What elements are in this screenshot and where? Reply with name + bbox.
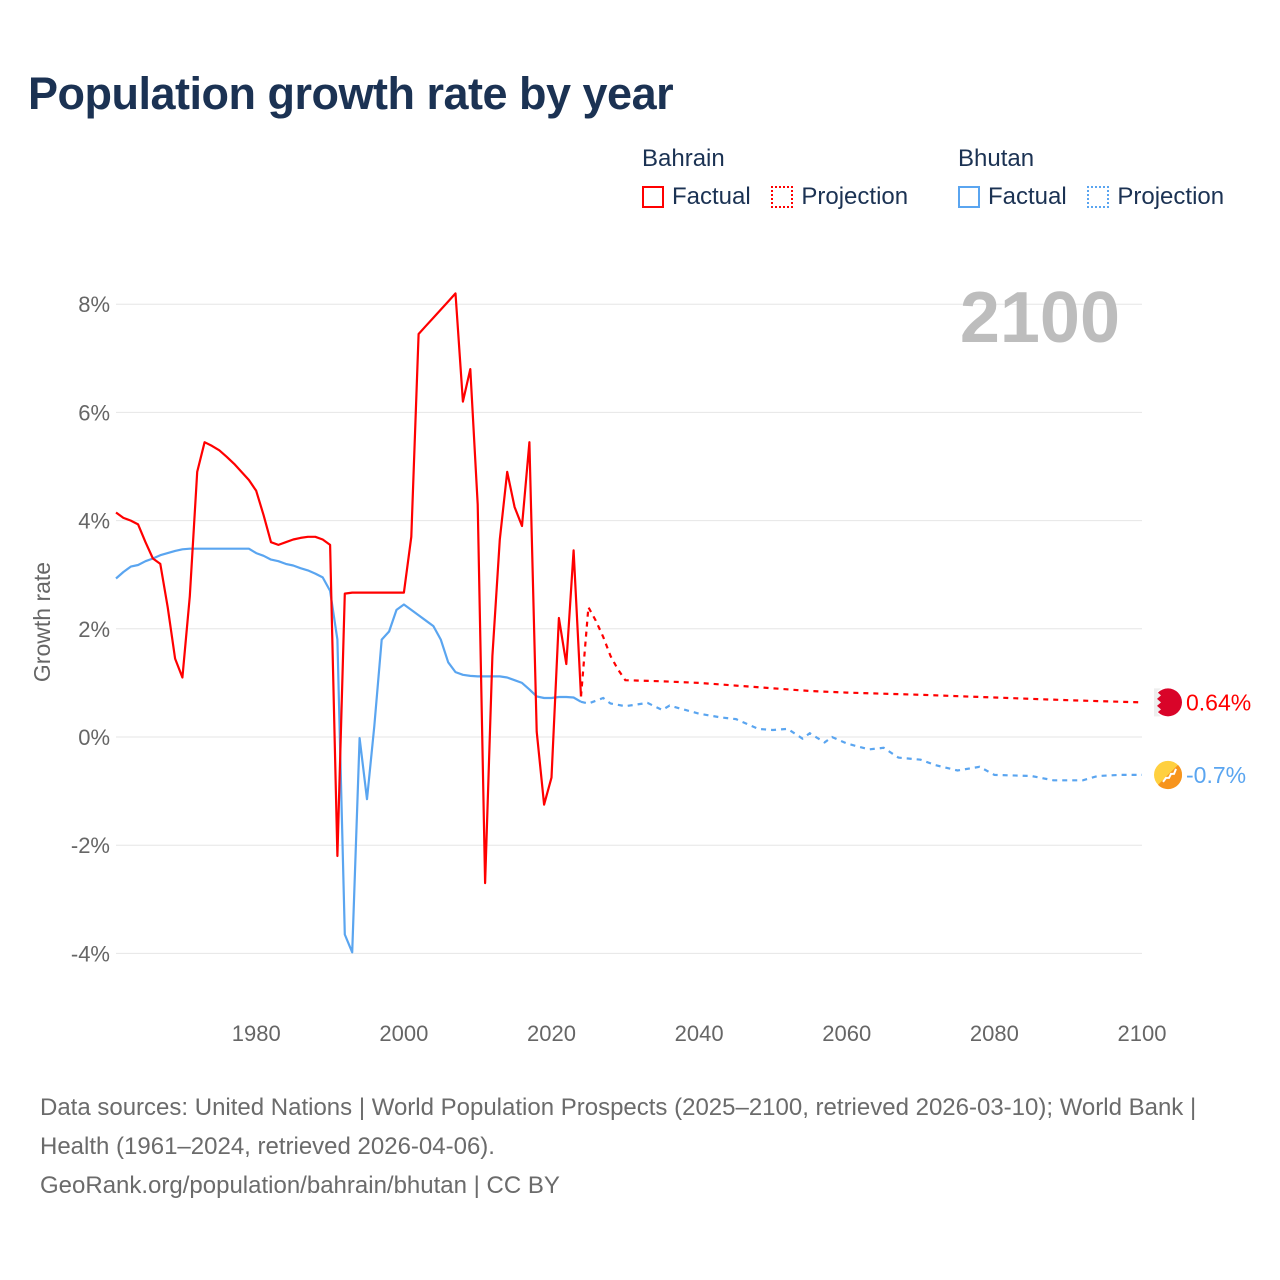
- bahrain-end-value: 0.64%: [1186, 689, 1251, 715]
- y-tick-label: -4%: [71, 941, 110, 966]
- legend-label: Projection: [1117, 183, 1225, 210]
- legend-label: Factual: [672, 183, 751, 210]
- legend-swatch: [771, 186, 794, 208]
- x-tick-label: 2040: [675, 1021, 724, 1046]
- x-tick-label: 2000: [379, 1021, 428, 1046]
- y-tick-label: 2%: [78, 617, 110, 642]
- flag-dragon: [1162, 768, 1177, 783]
- x-tick-label: 1980: [232, 1021, 281, 1046]
- legend-swatch: [958, 186, 980, 208]
- legend-swatch: [642, 186, 664, 208]
- legend-label: Projection: [801, 183, 909, 210]
- year-watermark: 2100: [960, 278, 1120, 358]
- x-tick-label: 2100: [1118, 1021, 1167, 1046]
- bhutan-flag-icon: [1154, 760, 1183, 790]
- legend-bahrain-factual[interactable]: Factual: [642, 183, 751, 211]
- bahrain-projection-line: [579, 603, 1143, 704]
- y-tick-label: -2%: [71, 833, 110, 858]
- flag-white-band: [1154, 688, 1161, 717]
- legend-bahrain-projection[interactable]: Projection: [771, 183, 908, 211]
- bahrain-flag-icon: [1154, 688, 1182, 717]
- legend-label: Factual: [988, 183, 1067, 210]
- legend-swatch: [1087, 186, 1110, 208]
- data-sources: Data sources: United Nations | World Pop…: [40, 1094, 1197, 1160]
- chart-title: Population growth rate by year: [28, 68, 674, 119]
- y-axis-label: Growth rate: [29, 562, 55, 682]
- bhutan-projection-line: [580, 696, 1142, 782]
- legend-bhutan: Bhutan Factual Projection: [958, 145, 1224, 215]
- bhutan-end-value: -0.7%: [1186, 762, 1246, 788]
- legend-group-name: Bahrain: [642, 145, 725, 172]
- legend-bhutan-projection[interactable]: Projection: [1087, 183, 1224, 211]
- legend-bhutan-factual[interactable]: Factual: [958, 183, 1067, 211]
- y-tick-label: 6%: [78, 400, 110, 425]
- bahrain-factual-line: [115, 292, 583, 885]
- y-tick-label: 0%: [78, 725, 110, 750]
- y-tick-label: 4%: [78, 509, 110, 534]
- bhutan-factual-line: [115, 547, 582, 954]
- credit-link[interactable]: GeoRank.org/population/bahrain/bhutan | …: [40, 1172, 560, 1199]
- footer: Data sources: United Nations | World Pop…: [40, 1088, 1240, 1205]
- x-tick-label: 2060: [822, 1021, 871, 1046]
- x-tick-label: 2080: [970, 1021, 1019, 1046]
- legend-group-name: Bhutan: [958, 145, 1035, 172]
- legend-bahrain: Bahrain Factual Projection: [642, 145, 922, 215]
- x-tick-label: 2020: [527, 1021, 576, 1046]
- y-tick-label: 8%: [78, 292, 110, 317]
